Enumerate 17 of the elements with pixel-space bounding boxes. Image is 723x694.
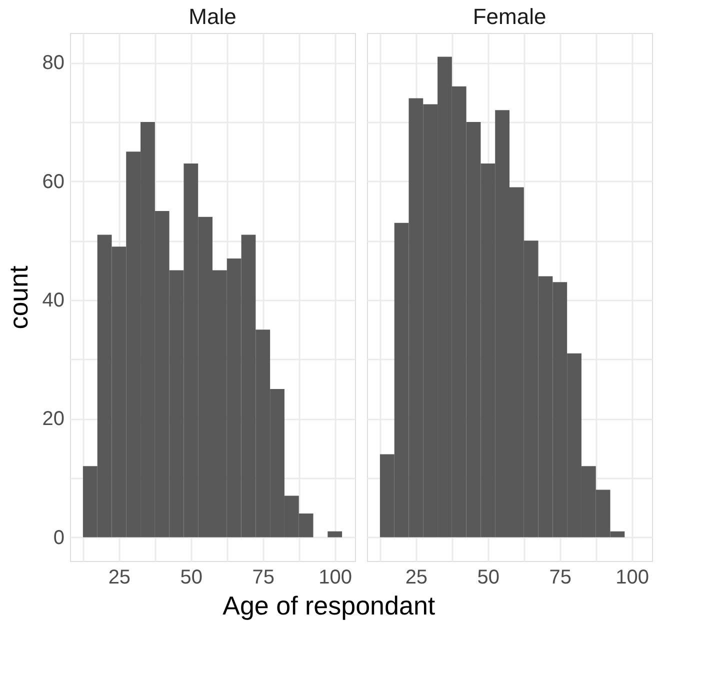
x-tick-label: 25 [108, 566, 131, 588]
x-axis-title: Age of respondant [222, 590, 436, 620]
x-tick-label: 50 [477, 566, 500, 588]
y-tick-label: 40 [42, 289, 64, 312]
x-tick-label: 100 [616, 566, 650, 588]
chart-title: Female [472, 4, 546, 29]
x-tick-label: 75 [549, 566, 572, 588]
chart-title: Male [188, 4, 236, 29]
x-tick-label: 50 [180, 566, 203, 588]
x-tick-label: 75 [252, 566, 275, 588]
y-tick-label: 20 [42, 408, 64, 430]
y-tick-label: 0 [53, 526, 64, 549]
x-tick-label: 100 [318, 566, 352, 588]
y-tick-label: 80 [42, 52, 64, 74]
y-tick-label: 60 [42, 170, 64, 193]
x-tick-label: 25 [405, 566, 428, 588]
y-axis-title: count [3, 264, 34, 330]
